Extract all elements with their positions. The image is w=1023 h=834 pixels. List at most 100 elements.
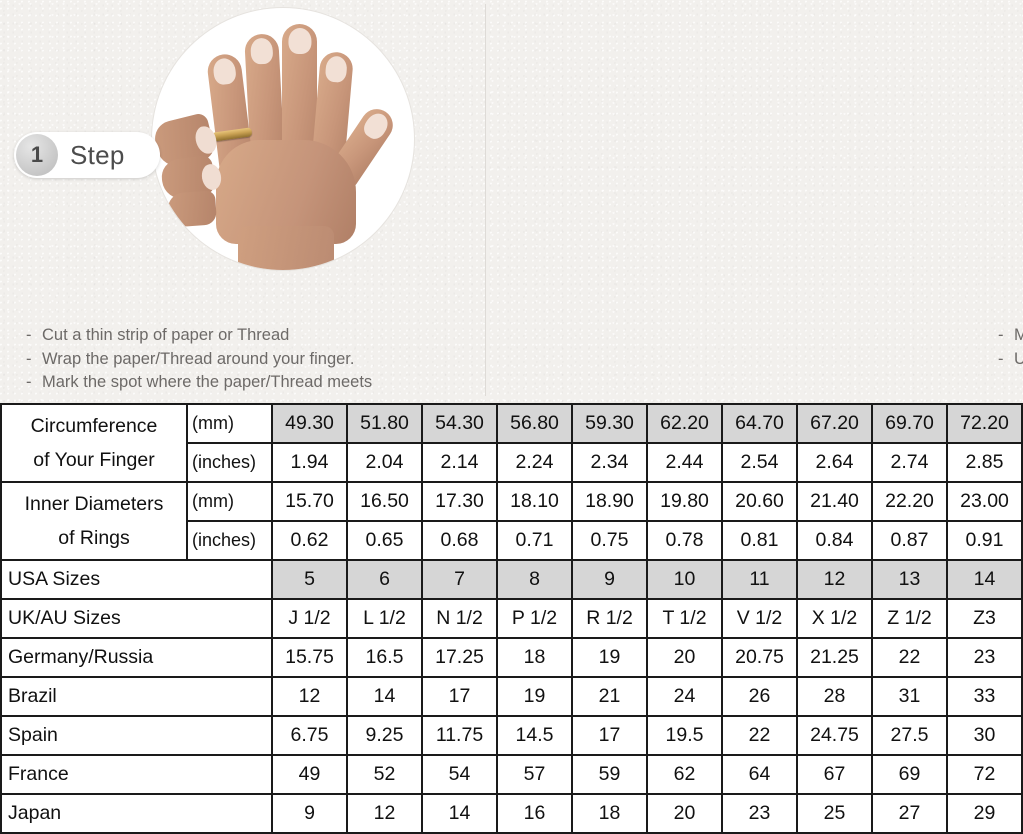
data-cell: 9 <box>571 559 648 600</box>
data-cell: 27 <box>871 793 948 834</box>
table-row: Spain 6.75 9.25 11.75 14.5 17 19.5 22 24.75 27.5 3… <box>0 715 1023 756</box>
data-cell: 24.75 <box>796 715 873 756</box>
table-row: Inner Diameters of Rings (mm) 15.70 16.50 17.… <box>0 481 1023 561</box>
data-cell: J 1/2 <box>271 598 348 639</box>
data-cell: 19.5 <box>646 715 723 756</box>
data-cell: 2.54 <box>721 442 798 483</box>
group-label-line-2: of Your Finger <box>33 449 155 471</box>
data-cell: 14 <box>421 793 498 834</box>
group-label: Circumference of Your Finger <box>0 403 188 483</box>
data-cell: 54 <box>421 754 498 795</box>
data-cell: 2.64 <box>796 442 873 483</box>
data-cell: 9 <box>271 793 348 834</box>
data-cell: 26 <box>721 676 798 717</box>
table-body: Circumference of Your Finger (mm) 49.30 51.8… <box>0 403 1023 834</box>
step-1-bullet-3: - Mark the spot where the paper/Thread me… <box>26 373 373 391</box>
table-row: UK/AU Sizes J 1/2 L 1/2 N 1/2 P 1/2 R 1/2 T 1/… <box>0 598 1023 639</box>
step-1-bullet-1: - Cut a thin strip of paper or Thread <box>26 326 290 344</box>
data-cell: 52 <box>346 754 423 795</box>
data-cell: 21 <box>571 676 648 717</box>
data-cell: N 1/2 <box>421 598 498 639</box>
data-cell: 67.20 <box>796 403 873 444</box>
unit-label: (mm) <box>186 403 273 444</box>
data-cell: 59.30 <box>571 403 648 444</box>
data-cell: 64 <box>721 754 798 795</box>
data-cell: 49.30 <box>271 403 348 444</box>
data-cell: 22 <box>721 715 798 756</box>
panel-divider <box>485 4 486 396</box>
data-cell: 8 <box>496 559 573 600</box>
unit-label: (inches) <box>186 520 273 561</box>
data-cell: 20 <box>646 637 723 678</box>
group-label-line-2: of Rings <box>58 527 130 549</box>
data-cell: 11 <box>721 559 798 600</box>
data-cell: 6 <box>346 559 423 600</box>
table-row: France 49 52 54 57 59 62 64 67 69 72 <box>0 754 1023 795</box>
data-cell: 16.5 <box>346 637 423 678</box>
data-cell: 0.65 <box>346 520 423 561</box>
table-row: Japan 9 12 14 16 18 20 23 25 27 29 <box>0 793 1023 834</box>
data-cell: T 1/2 <box>646 598 723 639</box>
data-cell: 57 <box>496 754 573 795</box>
row-label: France <box>0 754 273 795</box>
data-cell: 0.87 <box>871 520 948 561</box>
data-cell: L 1/2 <box>346 598 423 639</box>
ring-size-table: Circumference of Your Finger (mm) 49.30 51.8… <box>0 403 1023 834</box>
data-cell: 24 <box>646 676 723 717</box>
data-cell: 31 <box>871 676 948 717</box>
data-cell: 69 <box>871 754 948 795</box>
data-cell: 72 <box>946 754 1023 795</box>
data-cell: 19 <box>496 676 573 717</box>
data-cell: 0.68 <box>421 520 498 561</box>
data-cell: 21.25 <box>796 637 873 678</box>
data-cell: 22.20 <box>871 481 948 522</box>
data-cell: 17 <box>571 715 648 756</box>
step-1-number: 1 <box>16 134 58 176</box>
hand-with-thread-on-finger-photo <box>152 8 414 270</box>
data-cell: 0.81 <box>721 520 798 561</box>
data-cell: 9.25 <box>346 715 423 756</box>
data-cell: 64.70 <box>721 403 798 444</box>
data-cell: 5 <box>271 559 348 600</box>
row-label: USA Sizes <box>0 559 273 600</box>
data-cell: 0.84 <box>796 520 873 561</box>
data-cell: 0.78 <box>646 520 723 561</box>
data-cell: 27.5 <box>871 715 948 756</box>
data-cell: 25 <box>796 793 873 834</box>
data-cell: 19.80 <box>646 481 723 522</box>
data-cell: 54.30 <box>421 403 498 444</box>
unit-label: (inches) <box>186 442 273 483</box>
table-row: (inches) 1.94 2.04 2.14 2.24 2.34 2.44 2.54 2.64… <box>1 442 1023 483</box>
row-label: Brazil <box>0 676 273 717</box>
data-cell: 6.75 <box>271 715 348 756</box>
step-2-bullet-2: -Use the following chart to determine yo… <box>998 349 1023 368</box>
data-cell: 51.80 <box>346 403 423 444</box>
data-cell: 1.94 <box>271 442 348 483</box>
data-cell: V 1/2 <box>721 598 798 639</box>
data-cell: 2.04 <box>346 442 423 483</box>
data-cell: 18 <box>496 637 573 678</box>
data-cell: 62.20 <box>646 403 723 444</box>
data-cell: 29 <box>946 793 1023 834</box>
data-cell: 0.75 <box>571 520 648 561</box>
data-cell: 62 <box>646 754 723 795</box>
data-cell: 69.70 <box>871 403 948 444</box>
data-cell: 12 <box>796 559 873 600</box>
data-cell: 20 <box>646 793 723 834</box>
data-cell: 20.60 <box>721 481 798 522</box>
data-cell: 13 <box>871 559 948 600</box>
data-cell: 21.40 <box>796 481 873 522</box>
step-1-panel: 1 Step - Cut a thin strip of paper or Thr… <box>0 0 485 400</box>
steps-area: 1 Step - Cut a thin strip of paper or Thr… <box>0 0 1023 400</box>
data-cell: 16.50 <box>346 481 423 522</box>
step-1-label: Step <box>70 139 125 170</box>
group-label: Inner Diameters of Rings <box>0 481 188 561</box>
data-cell: 0.71 <box>496 520 573 561</box>
data-cell: 33 <box>946 676 1023 717</box>
data-cell: 14.5 <box>496 715 573 756</box>
table-row: (inches) 0.62 0.65 0.68 0.71 0.75 0.78 0.81 0.84… <box>1 520 1023 561</box>
data-cell: 12 <box>346 793 423 834</box>
row-label: Germany/Russia <box>0 637 273 678</box>
step-2-instructions: -Measure the length of the thread with y… <box>998 324 1023 371</box>
